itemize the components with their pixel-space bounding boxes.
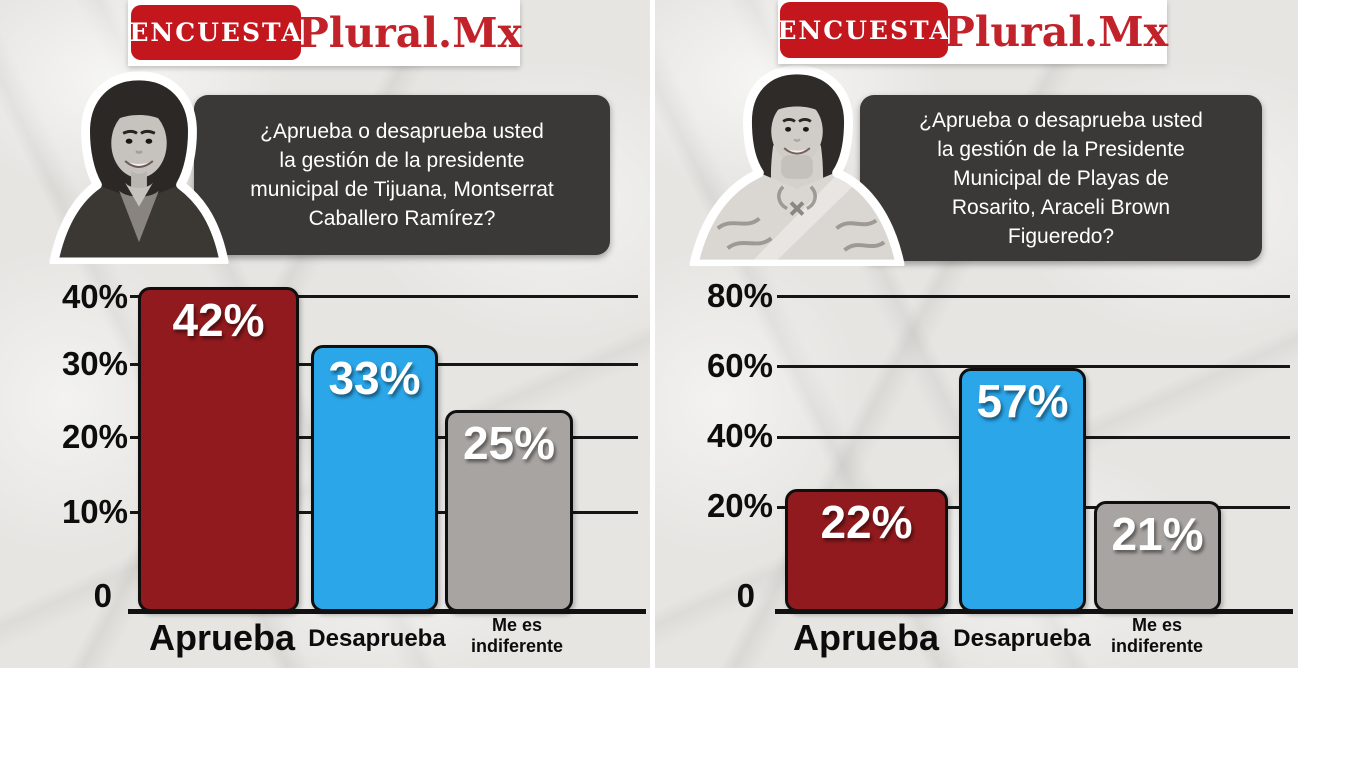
candidate-photo-araceli-brown <box>688 60 906 266</box>
gridline <box>777 365 1290 368</box>
x-axis-line <box>775 609 1293 614</box>
bar-aprueba: 22% <box>785 489 948 612</box>
bar-aprueba: 42% <box>138 287 299 612</box>
question-line: Rosarito, Araceli Brown <box>951 195 1171 219</box>
brand-logo: ENCUESTA Plural.Mx <box>777 0 1169 64</box>
encuesta-badge-label: ENCUESTA <box>129 18 303 47</box>
bar-indiferente: 21% <box>1094 501 1221 612</box>
question-line: Figueredo? <box>1007 224 1115 248</box>
candidate-photo-montserrat-caballero <box>40 64 238 264</box>
y-axis-label: 40% <box>61 278 128 315</box>
question-line: la gestión de la Presidente <box>937 137 1185 161</box>
encuesta-badge: ENCUESTA <box>777 2 951 58</box>
bar-value-label: 33% <box>328 352 421 404</box>
category-label-aprueba: Aprueba <box>792 617 940 658</box>
category-label-indiferente: Me es indiferente <box>1110 615 1203 656</box>
question-line: Municipal de Playas de <box>953 166 1169 190</box>
y-axis-label: 60% <box>706 347 773 384</box>
category-label-indiferente: Me es indiferente <box>470 615 563 656</box>
y-axis-label: 30% <box>61 345 128 382</box>
gridline <box>130 295 638 298</box>
bar-value-label: 57% <box>976 375 1069 427</box>
question-line: la gestión de la presidente <box>279 149 525 172</box>
y-axis-label: 40% <box>706 417 773 454</box>
encuesta-badge: ENCUESTA <box>129 5 303 60</box>
y-axis-label: 80% <box>706 277 773 314</box>
bar-indiferente: 25% <box>445 410 573 612</box>
question-line: ¿Aprueba o desaprueba usted <box>260 120 544 143</box>
brand-name: Plural.Mx <box>297 9 523 57</box>
y-axis-label: 0 <box>93 577 112 614</box>
panel-tijuana: ENCUESTA Plural.Mx ¿Aprueba o desaprueba… <box>0 0 650 668</box>
y-axis-label: 20% <box>61 418 128 455</box>
y-axis-label: 20% <box>706 487 773 524</box>
bar-value-label: 25% <box>462 417 556 469</box>
bar-desaprueba: 33% <box>311 345 438 612</box>
brand-name: Plural.Mx <box>943 8 1169 56</box>
bar-value-label: 42% <box>172 294 265 346</box>
category-label-desaprueba: Desaprueba <box>308 625 446 652</box>
bar-value-label: 21% <box>1111 508 1204 560</box>
question-line: ¿Aprueba o desaprueba usted <box>919 108 1203 132</box>
question-box: ¿Aprueba o desaprueba usted la gestión d… <box>194 95 610 255</box>
question-line: Caballero Ramírez? <box>308 207 496 230</box>
gridline <box>777 295 1290 298</box>
category-label-aprueba: Aprueba <box>148 617 296 658</box>
question-line: municipal de Tijuana, Montserrat <box>250 178 554 201</box>
bar-desaprueba: 57% <box>959 368 1086 612</box>
brand-logo: ENCUESTA Plural.Mx <box>128 0 523 66</box>
question-box: ¿Aprueba o desaprueba usted la gestión d… <box>860 95 1262 261</box>
panel-rosarito: ENCUESTA Plural.Mx ¿Aprueba o desaprueba… <box>655 0 1298 668</box>
x-axis-line <box>128 609 646 614</box>
y-axis-label: 10% <box>61 493 128 530</box>
encuesta-badge-label: ENCUESTA <box>777 15 951 45</box>
bar-value-label: 22% <box>820 496 913 548</box>
category-label-desaprueba: Desaprueba <box>953 625 1091 652</box>
y-axis-label: 0 <box>736 577 755 614</box>
